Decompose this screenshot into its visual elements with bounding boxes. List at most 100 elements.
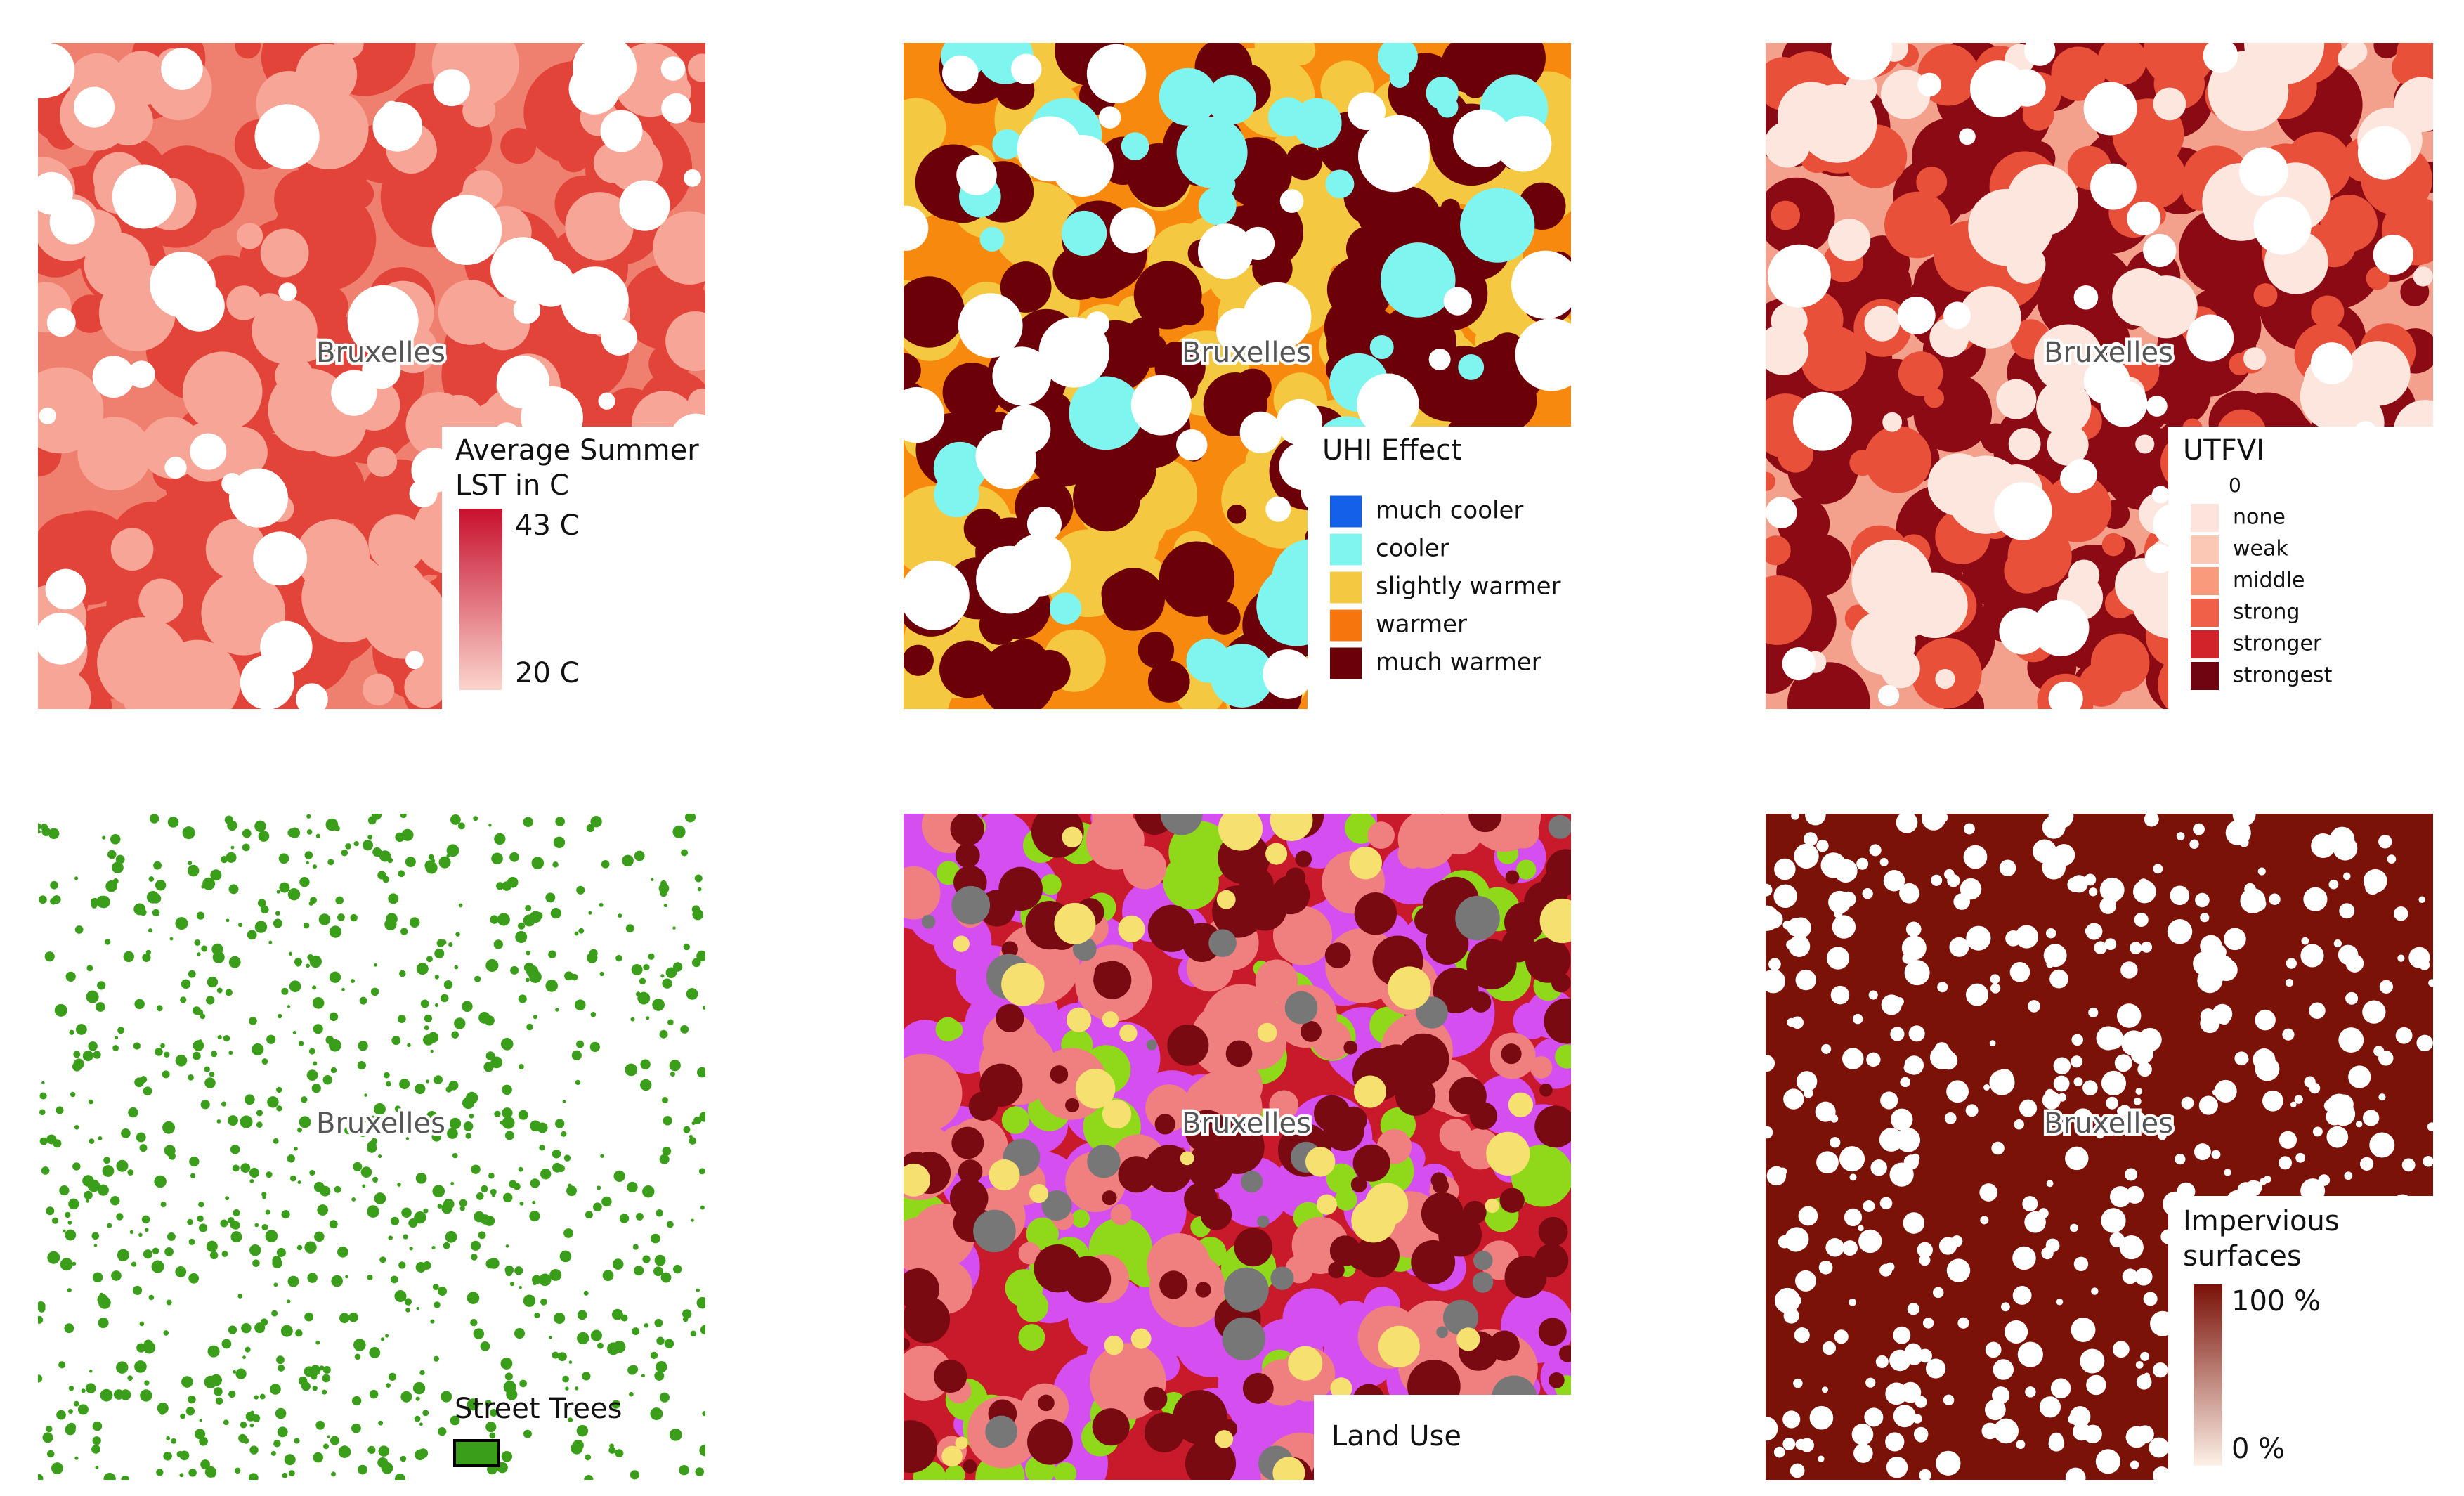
map-patch bbox=[589, 1041, 600, 1053]
map-patch bbox=[214, 1387, 223, 1396]
map-patch bbox=[394, 1474, 405, 1480]
map-patch bbox=[2294, 1095, 2303, 1104]
map-patch bbox=[687, 53, 705, 82]
map-patch bbox=[502, 1084, 512, 1095]
map-patch bbox=[574, 931, 579, 936]
map-patch bbox=[473, 1328, 485, 1339]
map-patch bbox=[496, 356, 550, 409]
map-patch bbox=[1985, 1399, 2006, 1421]
map-patch bbox=[1858, 1443, 1870, 1454]
map-patch bbox=[1121, 132, 1149, 161]
map-patch bbox=[89, 1370, 93, 1373]
map-patch bbox=[1839, 1146, 1865, 1172]
map-patch bbox=[664, 1339, 674, 1348]
map-patch bbox=[1118, 915, 1145, 942]
map-patch bbox=[1050, 1065, 1069, 1084]
map-patch bbox=[2295, 1152, 2306, 1163]
map-patch bbox=[367, 1205, 379, 1218]
map-patch bbox=[1771, 302, 1808, 339]
map-patch bbox=[2145, 1292, 2153, 1301]
map-patch bbox=[400, 928, 408, 935]
map-patch bbox=[1863, 1200, 1875, 1212]
map-patch bbox=[1425, 921, 1469, 965]
map-patch bbox=[196, 911, 205, 920]
map-patch bbox=[2138, 878, 2149, 889]
map-patch bbox=[1485, 1198, 1500, 1214]
map-patch bbox=[351, 1396, 362, 1406]
map-patch bbox=[38, 1315, 44, 1324]
map-patch bbox=[176, 1450, 183, 1458]
map-patch bbox=[405, 1137, 410, 1140]
map-patch bbox=[1149, 1251, 1226, 1327]
map-patch bbox=[367, 1274, 373, 1281]
map-patch bbox=[88, 1099, 93, 1105]
map-patch bbox=[1038, 317, 1109, 388]
map-patch bbox=[1357, 120, 1430, 193]
map-patch bbox=[1005, 1269, 1043, 1307]
map-patch bbox=[113, 1389, 124, 1400]
map-patch bbox=[409, 917, 420, 928]
map-patch bbox=[151, 893, 162, 904]
map-patch bbox=[650, 1407, 663, 1421]
map-patch bbox=[1993, 1418, 2019, 1444]
map-patch bbox=[1147, 904, 1195, 952]
map-patch bbox=[1215, 1430, 1234, 1448]
map-patch bbox=[144, 1228, 149, 1232]
map-patch bbox=[518, 994, 527, 1003]
map-patch bbox=[467, 1292, 480, 1304]
map-patch bbox=[661, 1097, 668, 1104]
map-patch bbox=[1936, 1450, 1961, 1476]
map-patch bbox=[252, 1259, 260, 1267]
map-patch bbox=[133, 1042, 141, 1050]
map-patch bbox=[643, 964, 650, 971]
map-patch bbox=[358, 1041, 368, 1051]
map-patch bbox=[175, 917, 188, 930]
map-patch bbox=[304, 1241, 317, 1254]
map-patch bbox=[548, 950, 556, 958]
map-patch bbox=[425, 1079, 430, 1084]
map-patch bbox=[635, 991, 641, 997]
map-patch bbox=[1864, 1407, 1884, 1427]
map-patch bbox=[2311, 295, 2345, 329]
map-patch bbox=[1265, 843, 1288, 865]
map-patch bbox=[433, 1355, 440, 1362]
map-patch bbox=[691, 905, 700, 913]
map-patch bbox=[1295, 850, 1312, 868]
map-patch bbox=[275, 911, 280, 916]
map-patch bbox=[950, 814, 984, 846]
map-patch bbox=[309, 1169, 315, 1176]
map-patch bbox=[270, 1384, 281, 1395]
map-patch bbox=[160, 1043, 165, 1048]
map-patch bbox=[2413, 266, 2433, 287]
map-patch bbox=[1766, 1166, 1787, 1186]
map-patch bbox=[656, 1360, 667, 1373]
map-patch bbox=[662, 1146, 672, 1156]
map-patch bbox=[441, 939, 447, 945]
map-patch bbox=[480, 1214, 490, 1225]
map-patch bbox=[1270, 814, 1313, 841]
map-patch bbox=[223, 1034, 230, 1042]
map-patch bbox=[151, 1260, 164, 1273]
map-patch bbox=[2153, 864, 2163, 874]
map-patch bbox=[341, 849, 348, 857]
map-patch bbox=[1932, 1287, 1944, 1299]
map-patch bbox=[273, 1138, 279, 1144]
map-patch bbox=[1456, 1327, 1480, 1351]
map-patch bbox=[1462, 72, 1489, 98]
map-patch bbox=[600, 110, 643, 152]
map-patch bbox=[1018, 1324, 1045, 1351]
map-patch bbox=[1795, 1438, 1807, 1450]
map-patch bbox=[102, 1165, 115, 1177]
map-patch bbox=[1551, 973, 1571, 993]
map-patch bbox=[334, 1185, 341, 1193]
map-patch bbox=[660, 889, 667, 897]
map-patch bbox=[648, 953, 655, 960]
map-patch bbox=[1804, 832, 1818, 846]
map-patch bbox=[154, 1175, 167, 1188]
map-patch bbox=[2343, 872, 2351, 880]
map-patch bbox=[459, 1206, 465, 1211]
map-patch bbox=[2127, 201, 2161, 235]
map-patch bbox=[951, 1126, 984, 1159]
map-patch bbox=[2338, 1027, 2364, 1053]
